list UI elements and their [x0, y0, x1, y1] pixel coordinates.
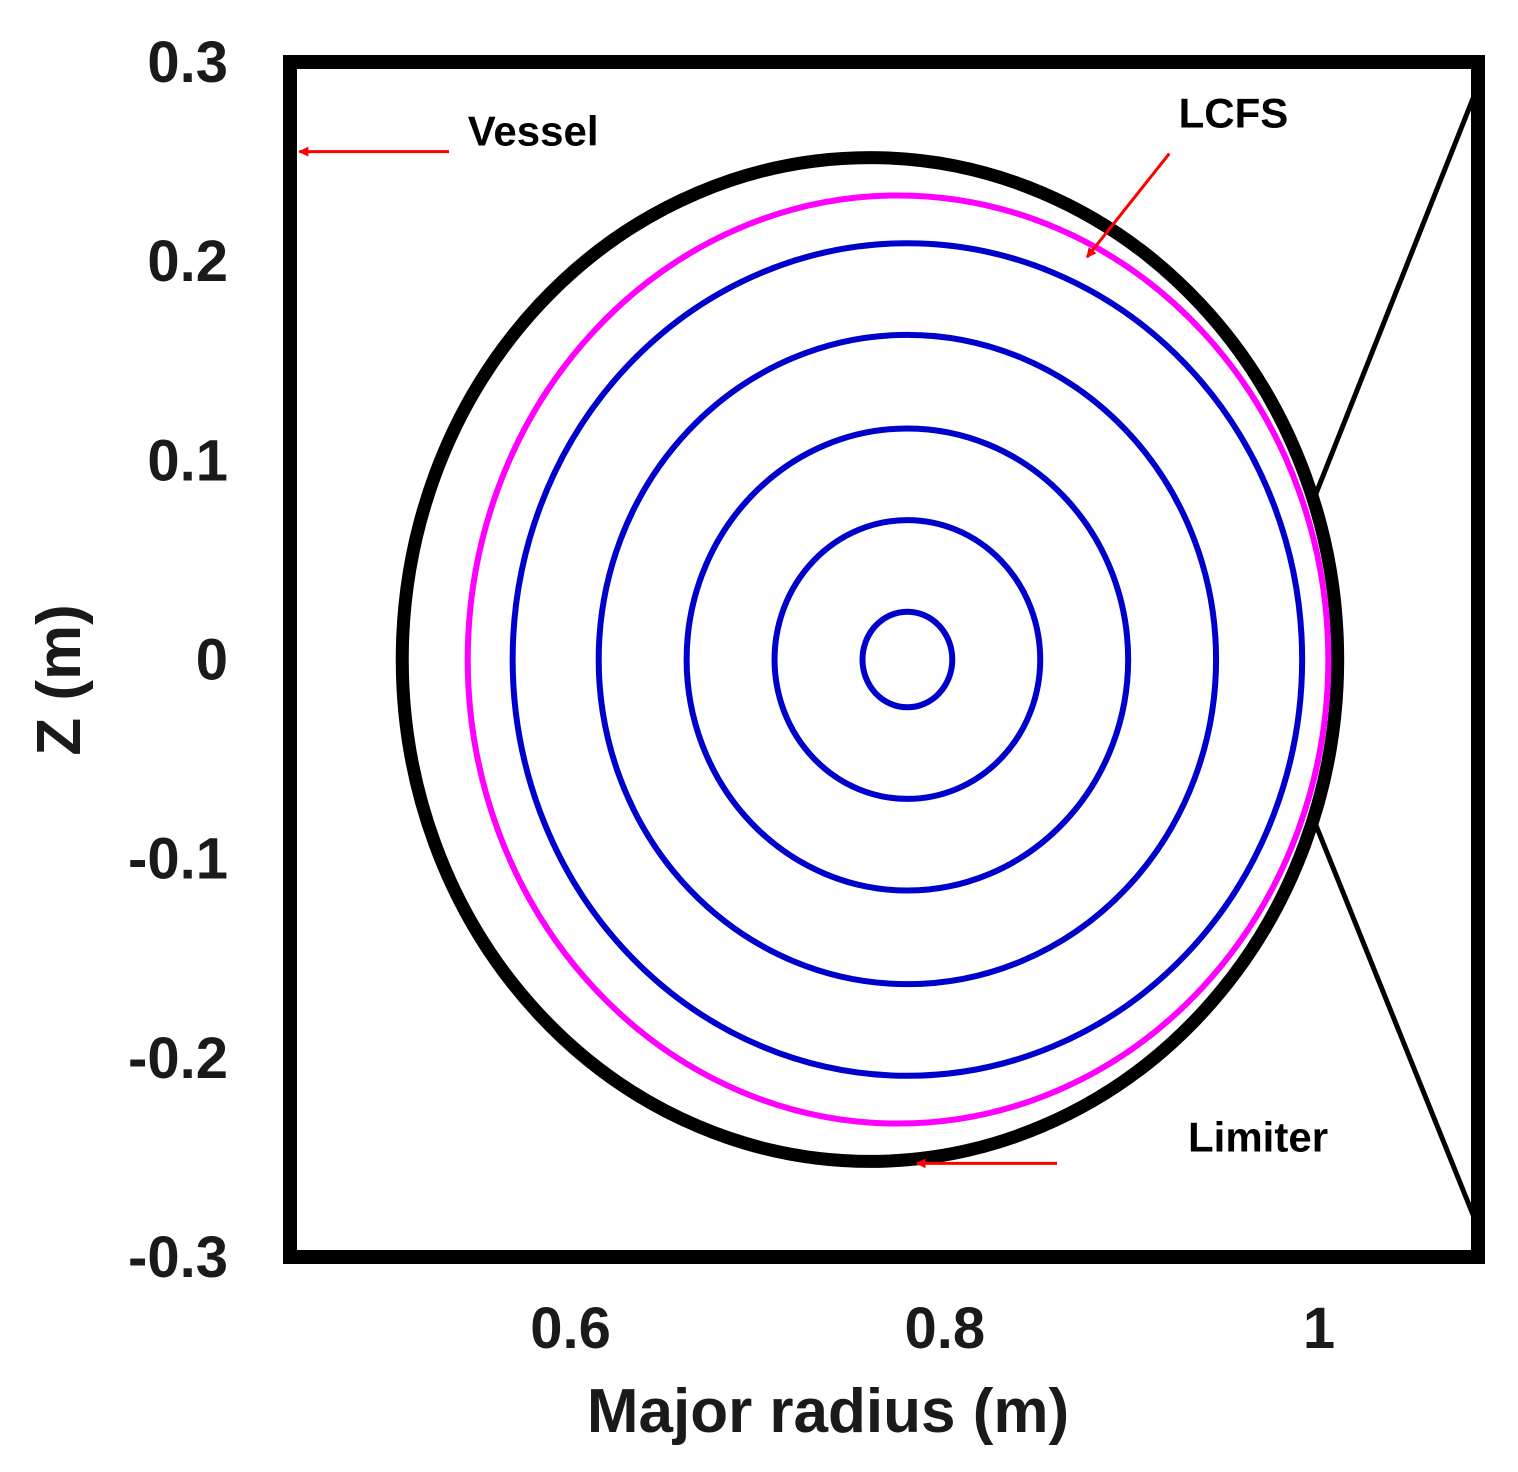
flux-surface-4	[771, 517, 1044, 802]
annotations: Vessel LCFS Limiter	[298, 90, 1328, 1169]
y-tick-label: -0.1	[128, 827, 228, 892]
limiter-support-line-1	[1311, 84, 1481, 502]
y-tick-label: 0.2	[147, 229, 228, 294]
tick-labels: 0.3 0.2 0.1 0 -0.1 -0.2 -0.3 0.6 0.8 1	[128, 30, 1335, 1361]
y-axis-label: Z (m)	[25, 604, 94, 756]
flux-surface-3	[683, 425, 1132, 894]
plot-area	[283, 55, 1485, 1264]
y-tick-label: -0.3	[128, 1225, 228, 1290]
x-axis-label: Major radius (m)	[587, 1377, 1069, 1446]
y-tick-label: 0	[196, 628, 228, 693]
vessel-wall	[283, 55, 1485, 1264]
y-tick-label: 0.3	[147, 30, 228, 95]
x-tick-label: 0.8	[904, 1296, 985, 1361]
flux-surface-1	[509, 240, 1306, 1079]
limiter-label: Limiter	[1188, 1113, 1328, 1160]
lcfs-label: LCFS	[1179, 90, 1289, 137]
y-tick-label: 0.1	[147, 428, 228, 493]
lcfs-arrow	[1085, 152, 1171, 259]
x-tick-label: 1	[1303, 1296, 1335, 1361]
flux-surface-5	[859, 608, 956, 711]
vessel-label: Vessel	[468, 108, 599, 155]
y-tick-label: -0.2	[128, 1026, 228, 1091]
lcfs-surface	[464, 192, 1332, 1127]
flux-surface-2	[595, 331, 1220, 988]
x-tick-label: 0.6	[530, 1296, 611, 1361]
limiter-support-line-2	[1311, 817, 1481, 1229]
limiter-boundary	[395, 151, 1345, 1168]
